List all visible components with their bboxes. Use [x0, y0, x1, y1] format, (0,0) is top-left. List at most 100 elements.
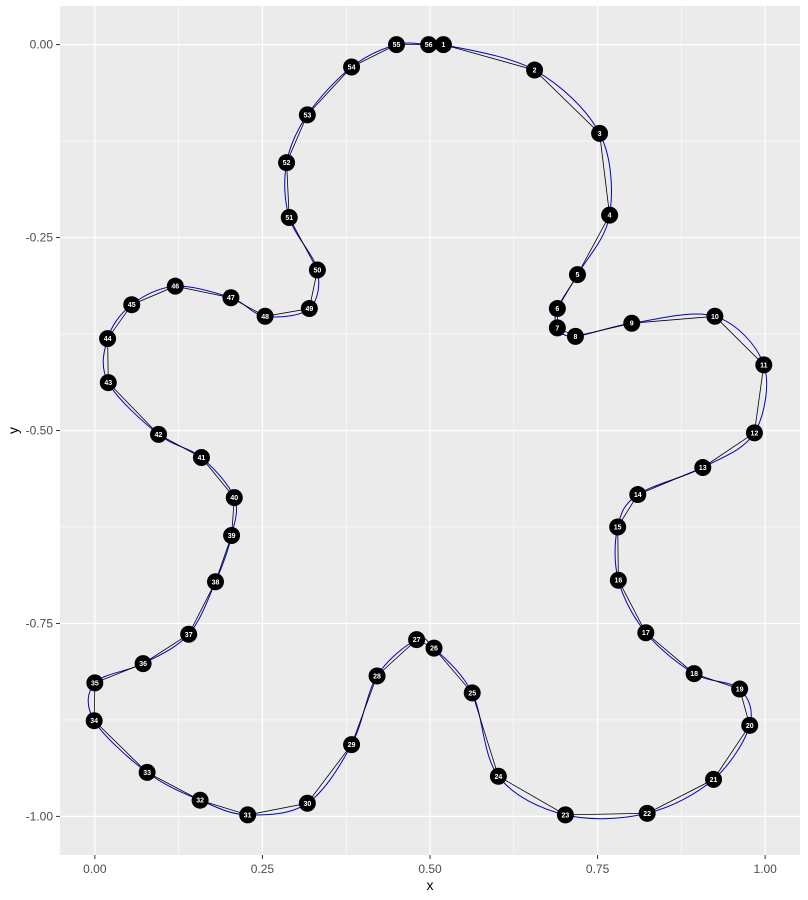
- point-marker: [298, 794, 316, 812]
- point-label: 54: [348, 64, 356, 71]
- point-label: 55: [393, 42, 401, 49]
- point-label: 33: [143, 770, 151, 777]
- point-label: 29: [348, 742, 356, 749]
- point-label: 16: [614, 578, 622, 585]
- point-marker: [85, 712, 103, 730]
- point-marker: [192, 449, 210, 467]
- point-label: 51: [285, 215, 293, 222]
- x-axis-title: x: [427, 877, 434, 893]
- data-point: 42: [150, 425, 168, 443]
- point-marker: [526, 61, 544, 79]
- point-label: 39: [228, 533, 236, 540]
- data-point: 46: [166, 277, 184, 295]
- point-marker: [609, 518, 627, 536]
- point-marker: [387, 36, 405, 54]
- point-label: 34: [90, 718, 98, 725]
- point-marker: [191, 791, 209, 809]
- point-marker: [99, 374, 117, 392]
- point-label: 15: [614, 524, 622, 531]
- data-point: 44: [99, 330, 117, 348]
- point-label: 18: [690, 671, 698, 678]
- point-label: 14: [634, 492, 642, 499]
- data-point: 51: [280, 208, 298, 226]
- data-point: 24: [489, 767, 507, 785]
- point-label: 56: [425, 42, 433, 49]
- point-label: 48: [261, 314, 269, 321]
- point-marker: [222, 289, 240, 307]
- data-point: 8: [566, 327, 584, 345]
- point-marker: [601, 206, 619, 224]
- data-point: 43: [99, 374, 117, 392]
- data-points: 1234567891011121314151617181920212223242…: [85, 36, 773, 824]
- point-marker: [609, 571, 627, 589]
- point-marker: [548, 319, 566, 337]
- point-label: 19: [736, 687, 744, 694]
- x-axis-ticks: 0.00 0.25 0.50 0.75 1.00: [83, 855, 777, 876]
- point-marker: [463, 684, 481, 702]
- point-marker: [420, 36, 438, 54]
- point-label: 40: [230, 495, 238, 502]
- point-marker: [623, 314, 641, 332]
- point-marker: [706, 307, 724, 325]
- data-point: 34: [85, 712, 103, 730]
- data-point: 27: [408, 631, 426, 649]
- point-marker: [408, 631, 426, 649]
- data-point: 45: [123, 296, 141, 314]
- data-point: 7: [548, 319, 566, 337]
- point-marker: [99, 330, 117, 348]
- x-tick-label: 0.25: [251, 862, 275, 876]
- point-label: 42: [155, 432, 163, 439]
- point-label: 53: [303, 112, 311, 119]
- point-marker: [638, 804, 656, 822]
- point-label: 8: [573, 334, 577, 341]
- point-marker: [745, 424, 763, 442]
- point-marker: [591, 124, 609, 142]
- point-marker: [123, 296, 141, 314]
- data-point: 10: [706, 307, 724, 325]
- data-point: 17: [637, 624, 655, 642]
- data-point: 20: [741, 716, 759, 734]
- point-marker: [138, 763, 156, 781]
- point-marker: [343, 58, 361, 76]
- data-point: 13: [694, 459, 712, 477]
- data-point: 54: [343, 58, 361, 76]
- data-point: 49: [300, 300, 318, 318]
- point-label: 12: [751, 430, 759, 437]
- point-label: 46: [171, 284, 179, 291]
- point-label: 13: [699, 465, 707, 472]
- point-marker: [223, 526, 241, 544]
- data-point: 15: [609, 518, 627, 536]
- data-point: 14: [629, 486, 647, 504]
- data-point: 30: [298, 794, 316, 812]
- data-point: 53: [298, 106, 316, 124]
- data-point: 19: [731, 680, 749, 698]
- point-marker: [180, 625, 198, 643]
- data-point: 2: [526, 61, 544, 79]
- point-marker: [556, 806, 574, 824]
- point-label: 27: [413, 637, 421, 644]
- point-label: 49: [305, 306, 313, 313]
- data-point: 1: [434, 36, 452, 54]
- point-marker: [741, 716, 759, 734]
- point-label: 9: [630, 321, 634, 328]
- point-label: 35: [91, 680, 99, 687]
- point-marker: [278, 154, 296, 172]
- point-marker: [705, 770, 723, 788]
- point-label: 11: [760, 362, 768, 369]
- point-marker: [368, 667, 386, 685]
- data-point: 6: [548, 300, 566, 318]
- point-label: 41: [198, 455, 206, 462]
- point-label: 23: [562, 812, 570, 819]
- point-marker: [239, 806, 257, 824]
- point-marker: [308, 261, 326, 279]
- point-marker: [731, 680, 749, 698]
- point-marker: [150, 425, 168, 443]
- data-point: 41: [192, 449, 210, 467]
- data-point: 11: [755, 356, 773, 374]
- point-marker: [685, 665, 703, 683]
- point-marker: [280, 208, 298, 226]
- point-label: 3: [598, 131, 602, 138]
- x-tick-label: 0.75: [586, 862, 610, 876]
- data-point: 35: [86, 674, 104, 692]
